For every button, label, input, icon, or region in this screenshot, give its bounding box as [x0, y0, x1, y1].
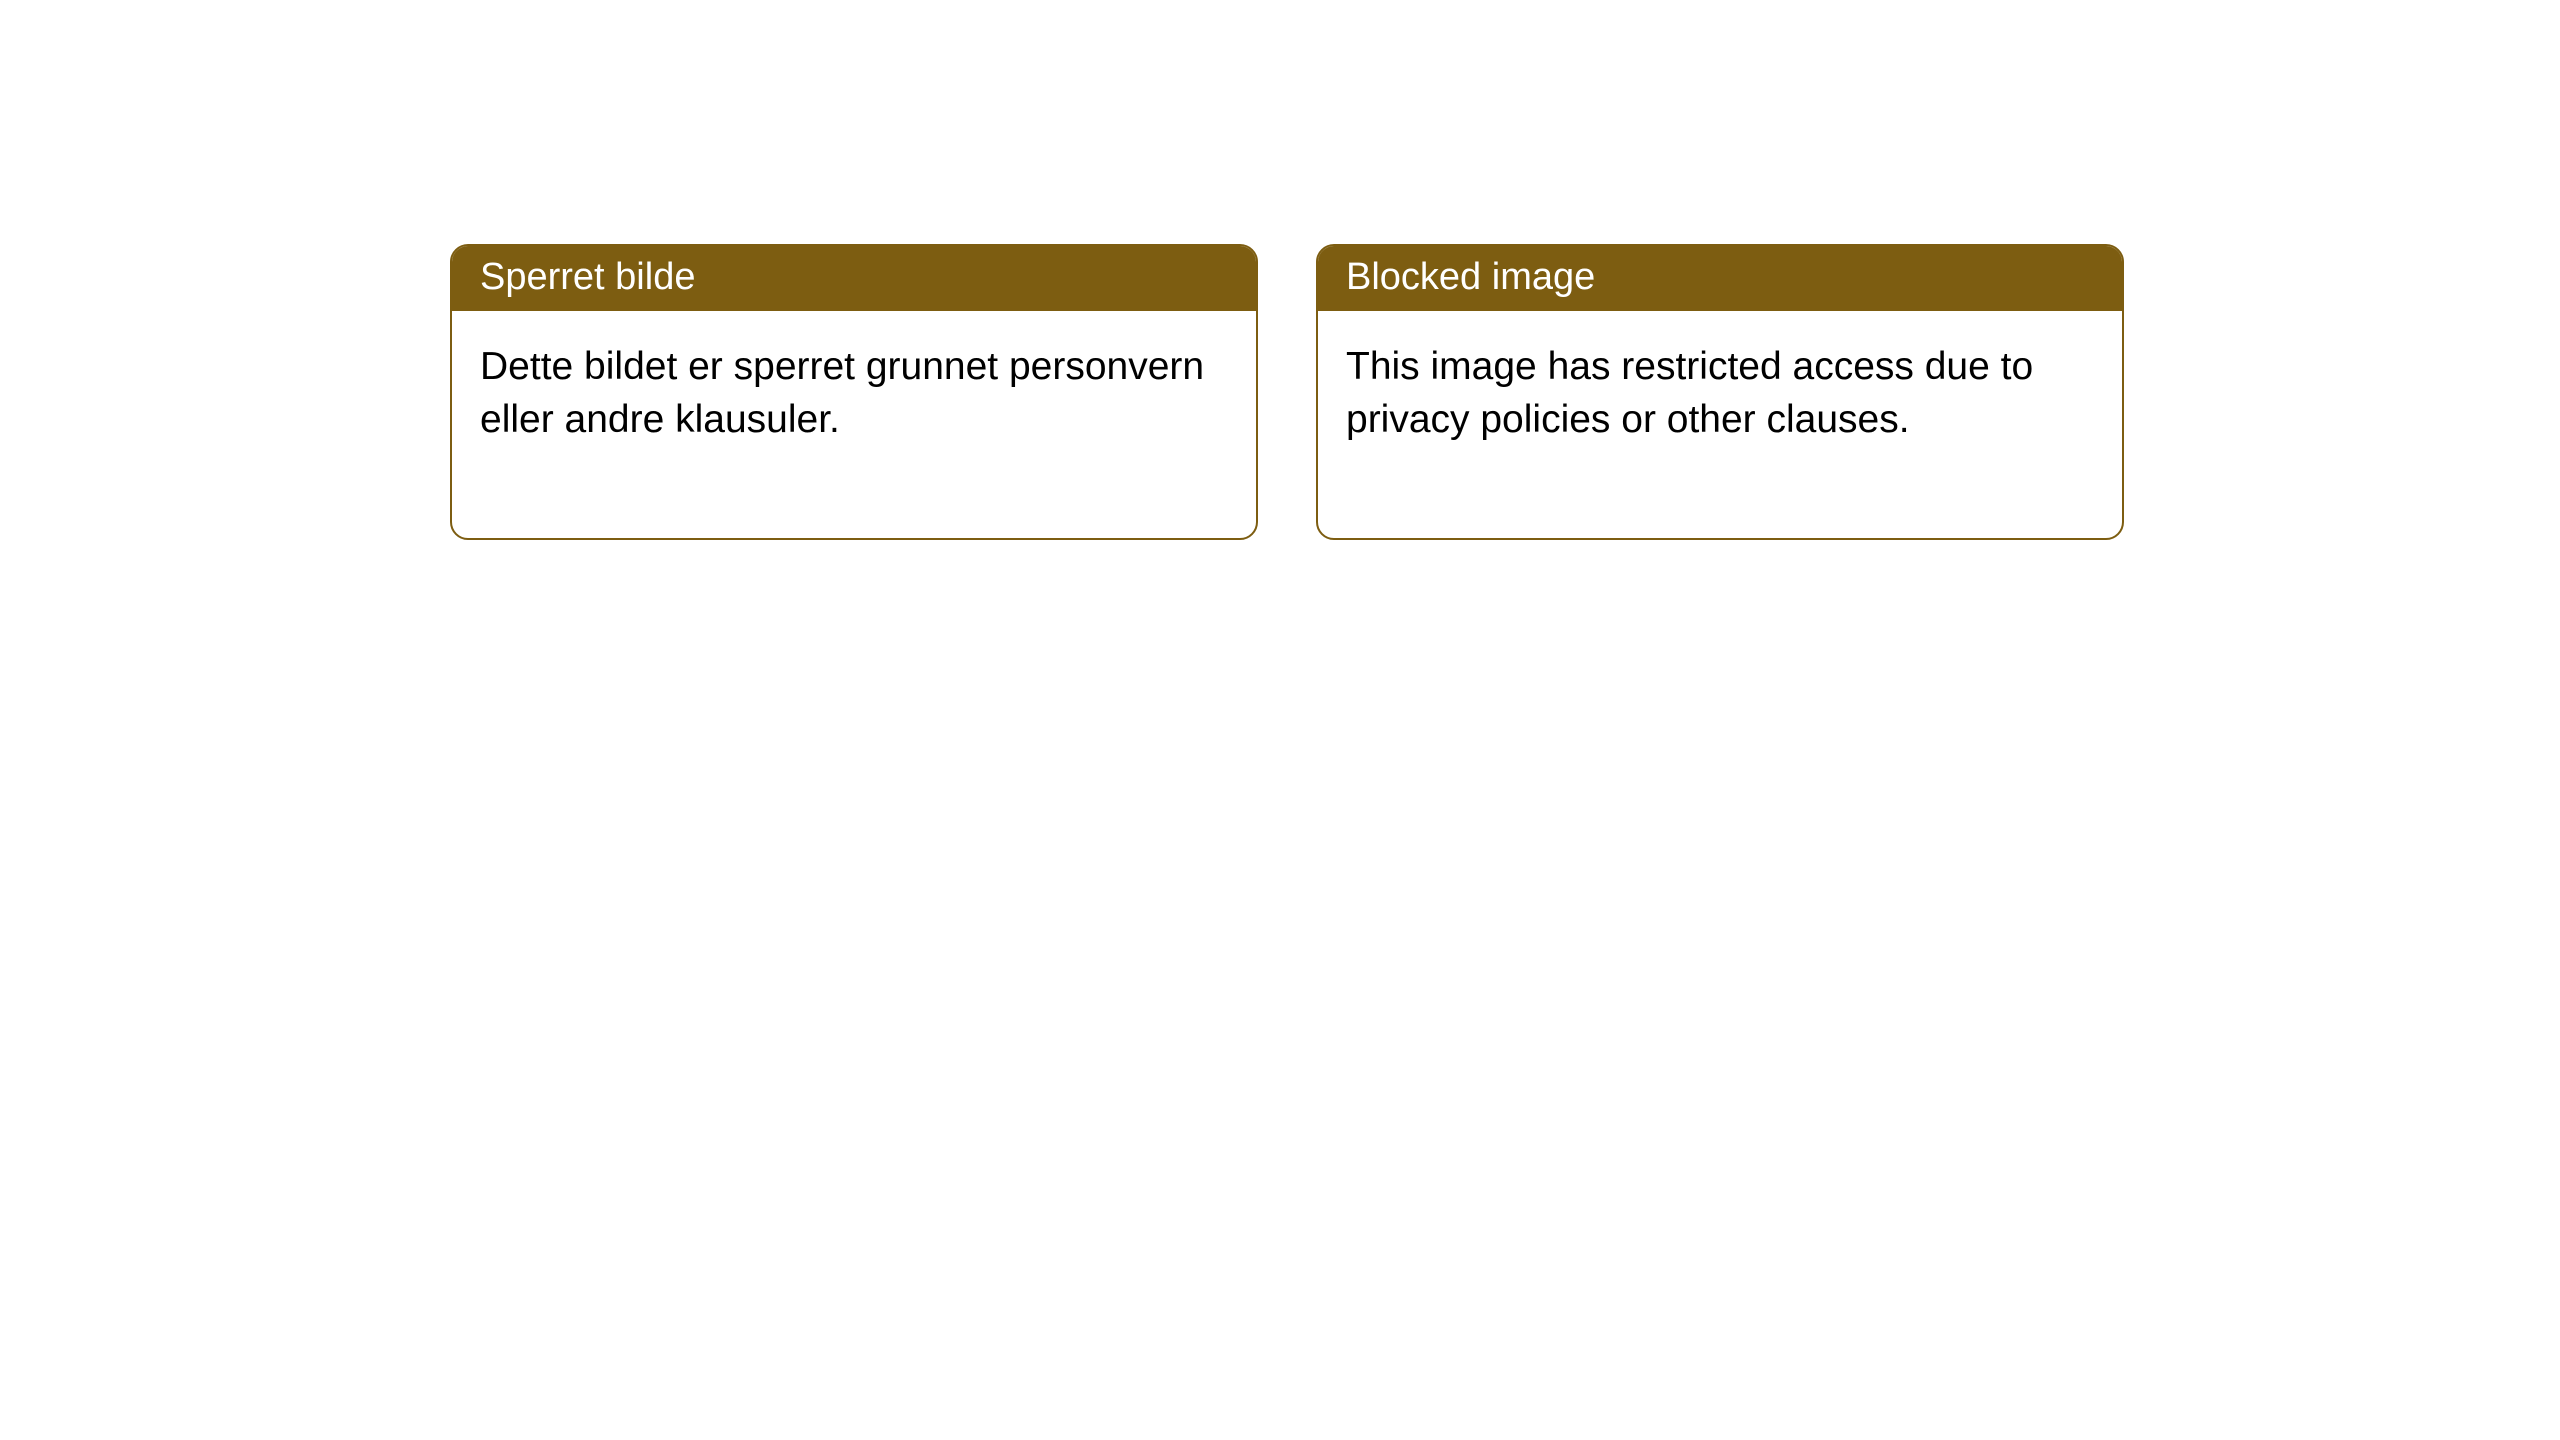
notice-container: Sperret bilde Dette bildet er sperret gr… — [0, 0, 2560, 540]
notice-body: Dette bildet er sperret grunnet personve… — [452, 311, 1256, 538]
notice-header: Blocked image — [1318, 246, 2122, 311]
notice-card-english: Blocked image This image has restricted … — [1316, 244, 2124, 540]
notice-body: This image has restricted access due to … — [1318, 311, 2122, 538]
notice-card-norwegian: Sperret bilde Dette bildet er sperret gr… — [450, 244, 1258, 540]
notice-header: Sperret bilde — [452, 246, 1256, 311]
